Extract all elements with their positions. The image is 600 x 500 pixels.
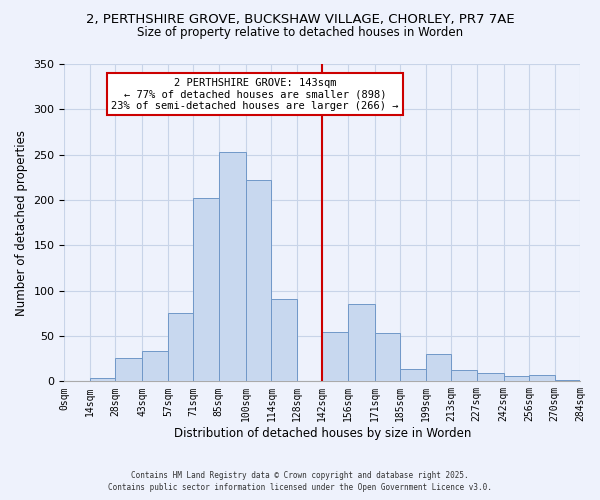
Bar — [347, 304, 375, 382]
Bar — [90, 378, 115, 382]
Bar — [504, 376, 529, 382]
Bar — [271, 299, 297, 382]
Bar — [554, 380, 580, 382]
Bar — [246, 180, 271, 382]
Bar — [451, 370, 476, 382]
Bar — [400, 368, 425, 382]
Bar — [322, 332, 347, 382]
X-axis label: Distribution of detached houses by size in Worden: Distribution of detached houses by size … — [173, 427, 471, 440]
Bar — [193, 198, 219, 382]
Y-axis label: Number of detached properties: Number of detached properties — [15, 130, 28, 316]
Bar — [529, 375, 554, 382]
Bar — [375, 334, 400, 382]
Bar — [425, 354, 451, 382]
Bar — [115, 358, 142, 382]
Text: Size of property relative to detached houses in Worden: Size of property relative to detached ho… — [137, 26, 463, 39]
Text: 2, PERTHSHIRE GROVE, BUCKSHAW VILLAGE, CHORLEY, PR7 7AE: 2, PERTHSHIRE GROVE, BUCKSHAW VILLAGE, C… — [86, 12, 514, 26]
Bar — [142, 350, 168, 382]
Bar — [476, 373, 504, 382]
Text: 2 PERTHSHIRE GROVE: 143sqm
← 77% of detached houses are smaller (898)
23% of sem: 2 PERTHSHIRE GROVE: 143sqm ← 77% of deta… — [111, 78, 399, 111]
Bar — [219, 152, 246, 382]
Bar — [168, 314, 193, 382]
Text: Contains HM Land Registry data © Crown copyright and database right 2025.
Contai: Contains HM Land Registry data © Crown c… — [108, 471, 492, 492]
